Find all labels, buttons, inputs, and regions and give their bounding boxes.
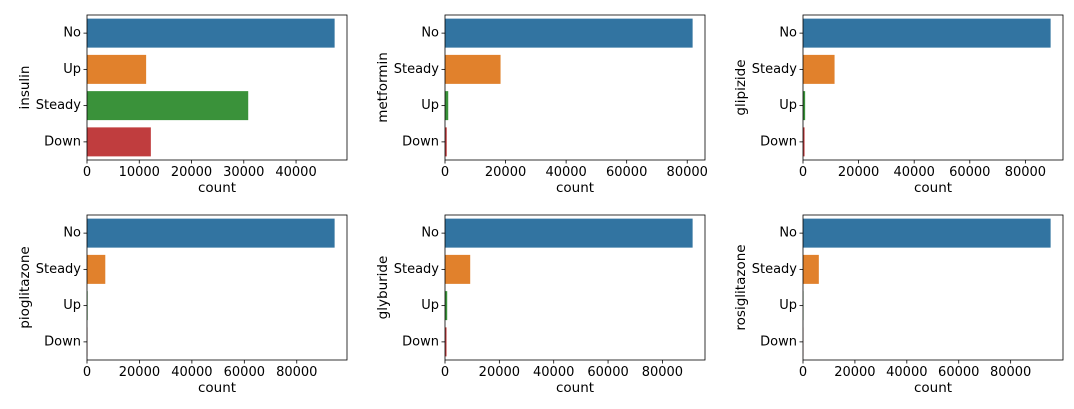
xtick-label: 60000 bbox=[938, 365, 979, 380]
bar-down bbox=[445, 127, 447, 157]
ytick-label: No bbox=[421, 226, 439, 241]
ytick-label: Up bbox=[421, 298, 439, 313]
xtick-label: 40000 bbox=[886, 365, 927, 380]
subplot-insulin: No Up Steady Down 0 10000 20000 30000 40000 count… bbox=[17, 14, 348, 196]
xtick-label: 60000 bbox=[587, 365, 628, 380]
axes-frame bbox=[86, 14, 348, 161]
ytick-label: Steady bbox=[394, 62, 440, 77]
ytick-label: Up bbox=[779, 298, 797, 313]
ytick-label: Down bbox=[760, 134, 797, 149]
bar-steady bbox=[87, 254, 106, 284]
xtick-label: 30000 bbox=[223, 165, 264, 180]
bar-up bbox=[445, 291, 448, 321]
y-axis-label: metformin bbox=[375, 52, 391, 123]
y-axis-label: glipizide bbox=[733, 59, 749, 115]
bar-no bbox=[87, 218, 335, 248]
x-axis-label: count bbox=[914, 380, 952, 396]
bar-no bbox=[803, 218, 1051, 248]
bar-no bbox=[445, 218, 693, 248]
ytick-label: Steady bbox=[36, 262, 82, 277]
bar-down bbox=[803, 127, 805, 157]
axes-frame bbox=[444, 214, 706, 361]
ytick-label: No bbox=[779, 226, 797, 241]
xtick-label: 0 bbox=[441, 165, 449, 180]
axes-frame bbox=[86, 214, 348, 361]
ytick-label: Steady bbox=[36, 98, 82, 113]
bar-up bbox=[803, 91, 806, 121]
xtick-label: 20000 bbox=[119, 365, 160, 380]
x-axis-label: count bbox=[914, 180, 952, 196]
ytick-label: No bbox=[421, 26, 439, 41]
xtick-label: 80000 bbox=[1005, 165, 1046, 180]
xtick-label: 0 bbox=[799, 365, 807, 380]
xtick-label: 20000 bbox=[485, 165, 526, 180]
subplot-glipizide: No Steady Up Down 0 20000 40000 60000 80000 count… bbox=[733, 14, 1064, 196]
y-axis-label: glyburide bbox=[375, 256, 391, 320]
ytick-label: Down bbox=[44, 134, 81, 149]
subplot-glyburide: No Steady Up Down 0 20000 40000 60000 80000 count… bbox=[375, 214, 706, 396]
xtick-label: 80000 bbox=[642, 365, 683, 380]
x-axis-label: count bbox=[198, 380, 236, 396]
bar-steady bbox=[803, 254, 819, 284]
xtick-label: 20000 bbox=[834, 365, 875, 380]
ytick-label: Down bbox=[402, 334, 439, 349]
xtick-label: 0 bbox=[441, 365, 449, 380]
xtick-label: 0 bbox=[799, 165, 807, 180]
y-axis-label: pioglitazone bbox=[17, 246, 33, 328]
xtick-label: 80000 bbox=[276, 365, 317, 380]
ytick-label: Steady bbox=[752, 62, 798, 77]
xtick-label: 40000 bbox=[545, 165, 586, 180]
bar-no bbox=[803, 18, 1051, 48]
bar-down bbox=[87, 127, 151, 157]
subplot-metformin: No Steady Up Down 0 20000 40000 60000 80000 count… bbox=[375, 14, 708, 196]
axes-frame bbox=[802, 214, 1064, 361]
xtick-label: 20000 bbox=[479, 365, 520, 380]
ytick-label: No bbox=[63, 226, 81, 241]
ytick-label: Up bbox=[779, 98, 797, 113]
bar-no bbox=[445, 18, 693, 48]
y-axis-label: rosiglitazone bbox=[733, 244, 749, 330]
ytick-label: Down bbox=[44, 334, 81, 349]
ytick-label: Up bbox=[63, 62, 81, 77]
ytick-label: Down bbox=[760, 334, 797, 349]
xtick-label: 0 bbox=[83, 365, 91, 380]
xtick-label: 60000 bbox=[949, 165, 990, 180]
ytick-label: No bbox=[779, 26, 797, 41]
ytick-label: Up bbox=[63, 298, 81, 313]
bar-steady bbox=[87, 91, 249, 121]
ytick-label: Down bbox=[402, 134, 439, 149]
bar-up bbox=[445, 91, 449, 121]
bar-steady bbox=[803, 54, 835, 84]
bar-no bbox=[87, 18, 335, 48]
xtick-label: 20000 bbox=[838, 165, 879, 180]
ytick-label: Steady bbox=[752, 262, 798, 277]
xtick-label: 20000 bbox=[171, 165, 212, 180]
bar-steady bbox=[445, 54, 501, 84]
axes-frame bbox=[444, 14, 706, 161]
ytick-label: No bbox=[63, 26, 81, 41]
xtick-label: 0 bbox=[83, 165, 91, 180]
xtick-label: 80000 bbox=[667, 165, 708, 180]
ytick-label: Steady bbox=[394, 262, 440, 277]
xtick-label: 40000 bbox=[275, 165, 316, 180]
bar-steady bbox=[445, 254, 471, 284]
xtick-label: 40000 bbox=[533, 365, 574, 380]
axes-frame bbox=[802, 14, 1064, 161]
y-axis-label: insulin bbox=[17, 66, 33, 110]
subplot-pioglitazone: No Steady Up Down 0 20000 40000 60000 80000 count… bbox=[17, 214, 348, 396]
ytick-label: Up bbox=[421, 98, 439, 113]
subplot-rosiglitazone: No Steady Up Down 0 20000 40000 60000 80000 count… bbox=[733, 214, 1064, 396]
xtick-label: 10000 bbox=[119, 165, 160, 180]
x-axis-label: count bbox=[198, 180, 236, 196]
xtick-label: 40000 bbox=[894, 165, 935, 180]
xtick-label: 60000 bbox=[606, 165, 647, 180]
x-axis-label: count bbox=[556, 180, 594, 196]
xtick-label: 80000 bbox=[990, 365, 1031, 380]
bar-down bbox=[445, 327, 447, 357]
xtick-label: 60000 bbox=[224, 365, 265, 380]
bar-up bbox=[87, 54, 147, 84]
x-axis-label: count bbox=[556, 380, 594, 396]
xtick-label: 40000 bbox=[171, 365, 212, 380]
